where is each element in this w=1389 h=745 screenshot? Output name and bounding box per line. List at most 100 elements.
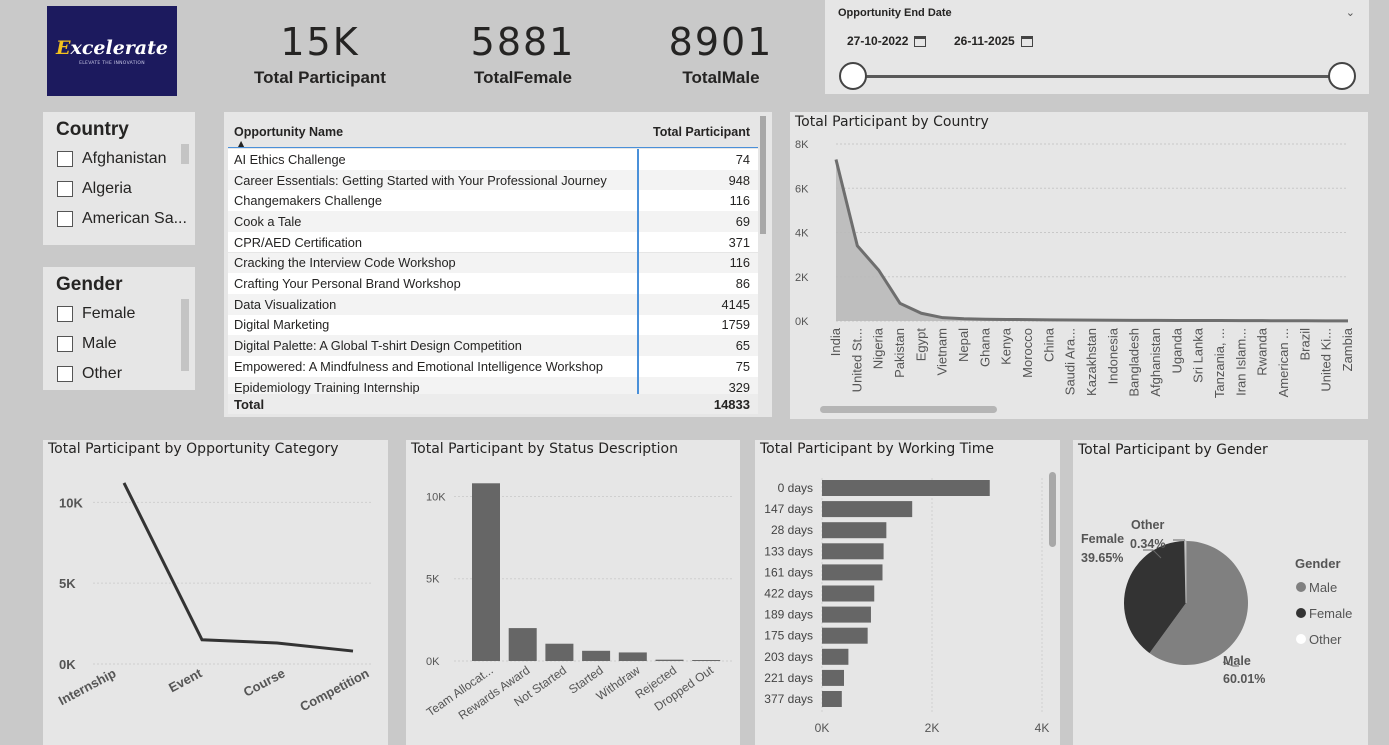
- participant-count-cell: 74: [735, 151, 750, 167]
- table-row[interactable]: Digital Palette: A Global T-shirt Design…: [228, 335, 758, 356]
- calendar-icon[interactable]: [1020, 35, 1033, 47]
- start-date-value: 27-10-2022: [847, 34, 909, 48]
- table-row[interactable]: Career Essentials: Getting Started with …: [228, 169, 758, 191]
- x-tick-label: India: [828, 327, 843, 356]
- checkbox[interactable]: [57, 306, 73, 322]
- x-tick-label: Nigeria: [871, 327, 886, 369]
- pie-label-male: Male: [1223, 654, 1251, 668]
- opportunity-name-cell: Cracking the Interview Code Workshop: [234, 255, 456, 271]
- end-date-value: 26-11-2025: [954, 34, 1015, 48]
- checkbox[interactable]: [57, 181, 73, 197]
- country-slicer: Country Afghanistan Algeria American Sa.…: [43, 112, 195, 245]
- gender-option[interactable]: Other: [57, 359, 187, 389]
- x-tick-label: Rwanda: [1255, 327, 1270, 375]
- status-bar: [618, 652, 647, 661]
- participant-count-cell: 86: [735, 276, 750, 292]
- y-tick-label: 133 days: [764, 544, 813, 558]
- table-row[interactable]: Data Visualization 4145: [228, 293, 758, 315]
- opportunity-name-cell: Epidemiology Training Internship: [234, 379, 420, 395]
- calendar-icon[interactable]: [914, 35, 927, 47]
- kpi-value: 15K: [280, 20, 360, 64]
- country-series-line: [834, 159, 1349, 323]
- country-option[interactable]: Algeria: [57, 174, 187, 204]
- working-time-bar-chart: 0K 2K 4K 0 days 147 days 28 days 133 days 161 d…: [764, 478, 1049, 735]
- working-time-bar: [822, 648, 849, 665]
- start-date-input[interactable]: 27-10-2022: [847, 34, 927, 48]
- opportunity-name-cell: Cook a Tale: [234, 213, 302, 229]
- working-time-bar: [822, 669, 844, 686]
- y-tick-label: 377 days: [764, 692, 813, 706]
- table-row[interactable]: AI Ethics Challenge 74: [228, 149, 758, 170]
- country-option-label: American Sa...: [82, 210, 187, 227]
- table-row[interactable]: Cook a Tale 69: [228, 211, 758, 232]
- y-tick-label: 147 days: [764, 502, 813, 516]
- country-option[interactable]: Afghanistan: [57, 144, 187, 174]
- table-total-row: Total 14833: [228, 394, 758, 414]
- leader-line: [1222, 661, 1239, 667]
- column-divider: [637, 149, 639, 414]
- table-row[interactable]: Digital Marketing 1759: [228, 314, 758, 336]
- opportunity-name-cell: Empowered: A Mindfulness and Emotional I…: [234, 358, 603, 374]
- x-tick-label: Zambia: [1340, 327, 1355, 371]
- country-slicer-title: Country: [56, 119, 129, 140]
- participant-count-cell: 116: [729, 255, 750, 271]
- date-range-end-handle[interactable]: [1328, 62, 1356, 90]
- working-time-bar: [822, 585, 875, 602]
- status-bar: [545, 643, 574, 661]
- kpi-label: TotalFemale: [474, 68, 572, 87]
- checkbox[interactable]: [57, 366, 73, 382]
- table-row[interactable]: Empowered: A Mindfulness and Emotional I…: [228, 356, 758, 377]
- country-chart-panel: Total Participant by Country 0K 2K 4K 6K 8K I…: [790, 112, 1368, 419]
- country-scrollbar[interactable]: [181, 144, 189, 164]
- country-list: Afghanistan Algeria American Sa...: [57, 144, 187, 234]
- x-tick-label: Kenya: [999, 327, 1014, 365]
- gender-option[interactable]: Male: [57, 329, 187, 359]
- checkbox[interactable]: [57, 151, 73, 167]
- kpi-value: 5881: [470, 20, 576, 64]
- table-body: AI Ethics Challenge 74 Career Essentials: …: [228, 149, 758, 399]
- chart-title: Total Participant by Gender: [1078, 442, 1268, 458]
- end-date-input[interactable]: 26-11-2025: [954, 34, 1033, 48]
- gender-scrollbar[interactable]: [181, 299, 189, 371]
- gender-pie-chart: Male 60.01% Female 39.65% Other 0.34% Gender Ma…: [1081, 518, 1352, 686]
- pie-slice-other: [1184, 540, 1187, 604]
- x-tick-label: Sri Lanka: [1191, 327, 1206, 383]
- checkbox[interactable]: [57, 336, 73, 352]
- column-header-total-participant[interactable]: Total Participant: [652, 125, 750, 139]
- gender-option-label: Female: [82, 305, 136, 322]
- x-tick-label: Egypt: [913, 328, 928, 362]
- table-row[interactable]: Crafting Your Personal Brand Workshop 86: [228, 273, 758, 294]
- table-row[interactable]: Changemakers Challenge 116: [228, 190, 758, 212]
- sort-ascending-icon[interactable]: ▲: [238, 139, 245, 148]
- participant-count-cell: 1759: [721, 317, 750, 333]
- participant-count-cell: 75: [735, 358, 750, 374]
- chart-title: Total Participant by Opportunity Categor…: [48, 441, 339, 457]
- date-range-start-handle[interactable]: [839, 62, 867, 90]
- x-tick-label: Ghana: [977, 327, 992, 367]
- column-header-opportunity-name[interactable]: Opportunity Name: [234, 125, 344, 139]
- x-tick-label: Event: [166, 665, 205, 695]
- total-value: 14833: [713, 396, 750, 412]
- y-tick-label: 8K: [795, 139, 809, 151]
- gender-slicer-title: Gender: [56, 274, 123, 295]
- participant-count-cell: 69: [735, 213, 750, 229]
- table-row[interactable]: Epidemiology Training Internship 329: [228, 376, 758, 398]
- country-option[interactable]: American Sa...: [57, 204, 187, 234]
- table-row[interactable]: Cracking the Interview Code Workshop 116: [228, 252, 758, 274]
- date-range-track[interactable]: [853, 75, 1342, 78]
- table-row[interactable]: CPR/AED Certification 371: [228, 231, 758, 253]
- legend-marker: [1296, 634, 1306, 644]
- chevron-down-icon[interactable]: ⌄: [1345, 6, 1355, 19]
- x-tick-label: Vietnam: [935, 328, 950, 375]
- table-scrollbar[interactable]: [760, 116, 766, 234]
- gender-option[interactable]: Female: [57, 299, 187, 329]
- y-tick-label: 161 days: [764, 565, 813, 579]
- checkbox[interactable]: [57, 211, 73, 227]
- chart-horizontal-scrollbar[interactable]: [820, 406, 997, 413]
- chart-vertical-scrollbar[interactable]: [1049, 472, 1056, 547]
- country-option-label: Afghanistan: [82, 150, 167, 167]
- y-tick-label: 6K: [795, 183, 809, 195]
- y-tick-label: 5K: [59, 576, 76, 591]
- opportunity-name-cell: Data Visualization: [234, 296, 337, 312]
